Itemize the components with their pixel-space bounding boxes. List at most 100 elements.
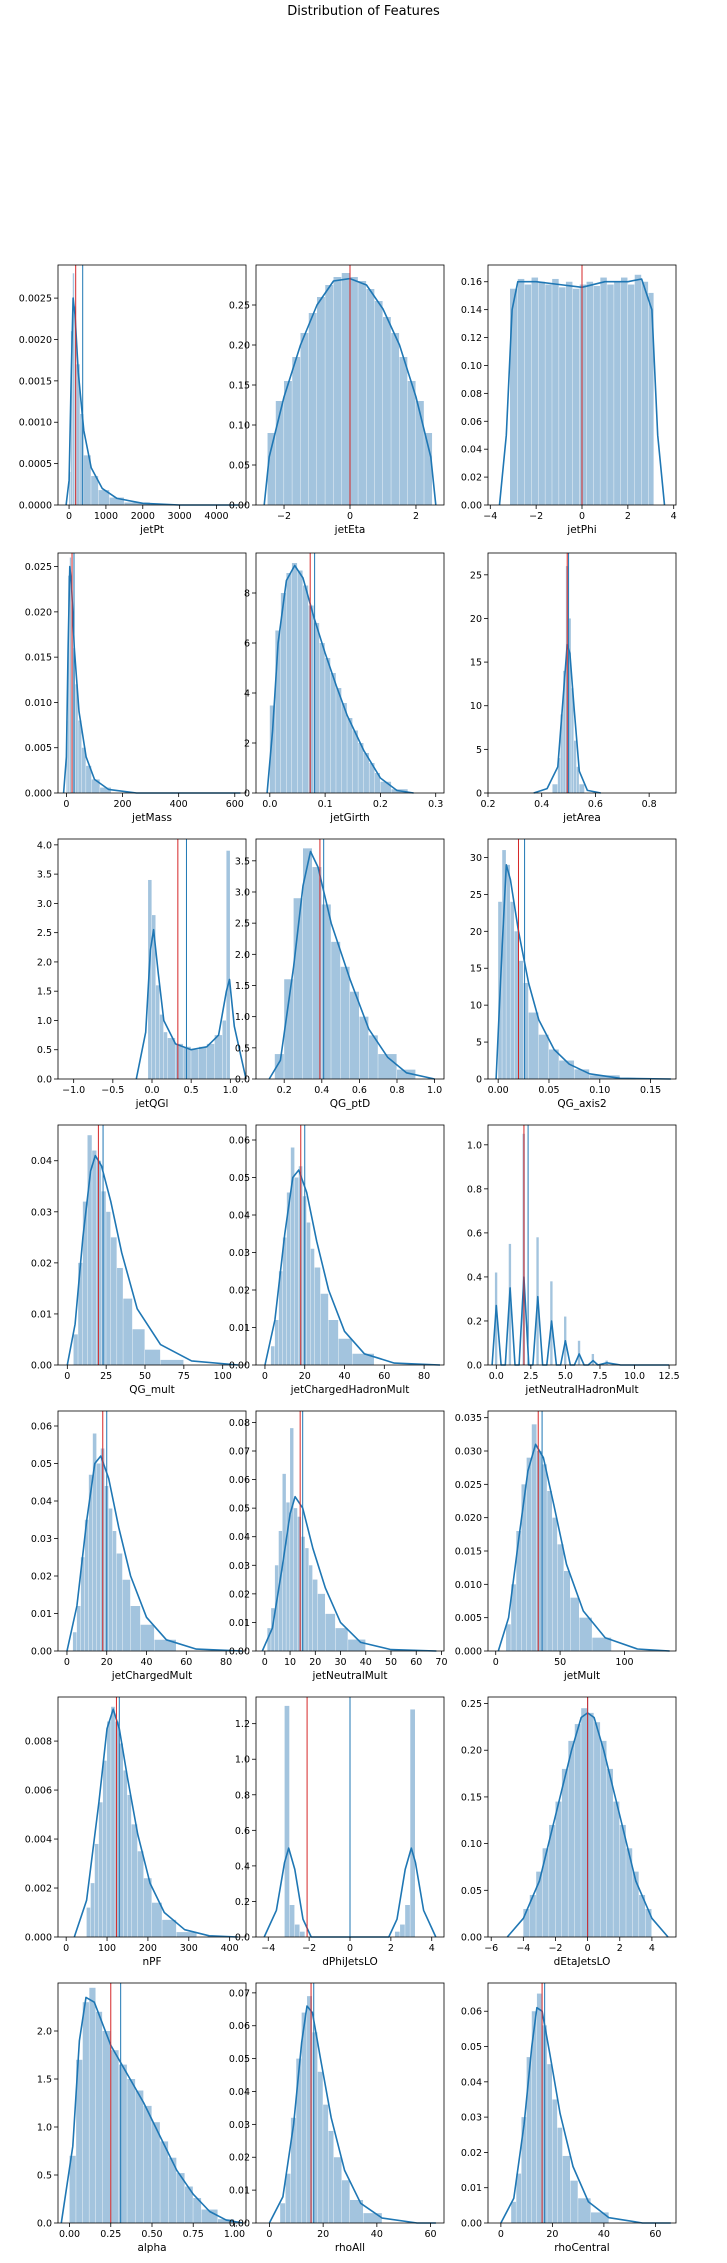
hist-bar xyxy=(124,502,150,505)
hist-bar xyxy=(536,1451,542,1651)
hist-bar xyxy=(600,1740,607,1937)
y-tick-label: 3.0 xyxy=(37,899,52,910)
kde-line xyxy=(495,863,671,1080)
hist-bar xyxy=(137,1851,144,1937)
hist-bar xyxy=(321,904,331,1079)
hist-bar xyxy=(415,401,424,505)
hist-bar xyxy=(68,575,70,793)
axes-frame xyxy=(255,1982,445,2224)
hist-bar xyxy=(163,1032,168,1079)
y-tick-label: 8 xyxy=(244,589,250,600)
hist-bar xyxy=(72,1632,77,1651)
y-tick-label: 0.0020 xyxy=(19,335,52,346)
kde-line xyxy=(268,2005,436,2224)
y-tick-label: 0.000 xyxy=(25,789,52,800)
subplot-jetNeutralMult: 0 10 20 30 40 50 60 70 0.00 0.01 0.02 0.03 0.04 0.05 0… xyxy=(201,1410,449,1691)
hist-bar xyxy=(112,1531,117,1651)
subplot-jetArea: 0.2 0.4 0.6 0.8 0 5 10 15 20 25 jetArea xyxy=(433,552,681,833)
x-tick-label: 0.50 xyxy=(141,2229,162,2240)
x-tick-label: 0 xyxy=(64,1657,70,1668)
hist-bar xyxy=(545,284,552,505)
x-tick-label: 0.4 xyxy=(314,1085,329,1096)
y-tick-label: 0.6 xyxy=(235,1826,250,1837)
x-tick-label: 1.0 xyxy=(223,1085,238,1096)
hist-bar xyxy=(536,1993,542,2223)
x-tick-label: 4 xyxy=(671,511,677,522)
hist-bar xyxy=(620,277,628,505)
hist-bar xyxy=(369,763,375,793)
x-tick-label: 0.8 xyxy=(389,1085,404,1096)
hist-bar xyxy=(76,2059,83,2223)
hist-bar xyxy=(290,1147,295,1365)
hist-bar xyxy=(526,1457,532,1651)
y-tick-label: 3.5 xyxy=(37,870,52,881)
y-tick-label: 0.04 xyxy=(229,2087,250,2098)
hist-bar xyxy=(214,1035,223,1079)
x-tick-label: 4 xyxy=(649,1943,655,1954)
y-tick-label: 20 xyxy=(470,614,482,625)
hist-bar xyxy=(358,743,364,793)
x-tick-label: 0.4 xyxy=(534,799,549,810)
hist-bar xyxy=(69,557,72,793)
x-tick-label: 200 xyxy=(139,1943,157,1954)
axes-frame xyxy=(255,552,445,794)
y-tick-label: 0.020 xyxy=(455,1513,482,1524)
y-tick-label: 1.5 xyxy=(37,987,52,998)
x-axis-label: jetChargedHadronMult xyxy=(290,1384,410,1396)
hist-bar xyxy=(308,1565,313,1651)
y-tick-label: 0.0 xyxy=(235,1933,250,1944)
y-tick-label: 0.04 xyxy=(229,1211,250,1222)
y-tick-label: 0.005 xyxy=(455,1613,482,1624)
x-tick-label: 0.6 xyxy=(352,1085,367,1096)
x-tick-label: 1.0 xyxy=(427,1085,442,1096)
hist-bar xyxy=(331,941,341,1079)
x-tick-label: 0.25 xyxy=(100,2229,121,2240)
x-axis-label: nPF xyxy=(142,1956,162,1968)
axes-frame xyxy=(255,1124,445,1366)
y-tick-label: 20 xyxy=(470,927,482,938)
hist-bar xyxy=(84,1519,89,1651)
subplot-jetQGl: −1.0 −0.5 0.0 0.5 1.0 0.0 0.5 1.0 1.5 2.0 2.5 3.0 3.… xyxy=(3,838,251,1119)
y-tick-label: 10 xyxy=(470,701,482,712)
hist-bar xyxy=(641,281,649,505)
y-tick-label: 0.06 xyxy=(31,1422,52,1433)
hist-bar xyxy=(284,381,292,505)
x-tick-label: 0 xyxy=(498,2229,504,2240)
x-tick-label: 0.0 xyxy=(489,1371,504,1382)
x-axis-label: QG_ptD xyxy=(329,1098,371,1110)
hist-bar xyxy=(538,281,545,505)
y-tick-label: 0.00 xyxy=(229,1361,250,1372)
y-tick-label: 0.005 xyxy=(25,743,52,754)
y-tick-label: 0.0 xyxy=(235,1075,250,1086)
hist-bar xyxy=(127,2079,136,2223)
hist-bar xyxy=(528,1012,539,1079)
subplot-svg: −4 −2 0 2 4 0.00 0.02 0.04 0.06 0.08 0.10 0.12 0.14 0… xyxy=(461,264,677,522)
x-tick-label: 0.2 xyxy=(373,799,388,810)
y-tick-label: 0 xyxy=(476,1075,482,1086)
y-tick-label: 0.4 xyxy=(235,1861,250,1872)
hist-bar xyxy=(627,284,635,505)
x-tick-label: 0.2 xyxy=(480,799,495,810)
y-tick-label: 0.04 xyxy=(229,1532,250,1543)
x-tick-label: 4 xyxy=(429,1943,435,1954)
y-tick-label: 0.0005 xyxy=(19,459,52,470)
kde-line xyxy=(268,850,435,1080)
y-tick-label: 6 xyxy=(244,639,250,650)
hist-bar xyxy=(568,618,571,793)
y-tick-label: 0.03 xyxy=(229,1561,250,1572)
y-tick-label: 0.01 xyxy=(229,2186,250,2197)
y-tick-label: 0.8 xyxy=(467,1184,482,1195)
hist-bar xyxy=(80,1557,85,1651)
subplot-jetChargedMult: 0 20 40 60 80 0.00 0.01 0.02 0.03 0.04 0.05 0.06 jet… xyxy=(3,1410,251,1691)
hist-bar xyxy=(557,2127,563,2223)
hist-bar xyxy=(350,991,359,1079)
hist-bar xyxy=(282,1473,286,1651)
hist-bar xyxy=(579,284,587,505)
hist-bar xyxy=(75,684,78,793)
hist-bar xyxy=(579,1617,592,1651)
y-tick-label: 0.4 xyxy=(467,1272,482,1283)
y-tick-label: 0.000 xyxy=(455,1647,482,1658)
hist-bar xyxy=(368,1035,378,1079)
hist-bar xyxy=(639,1894,646,1937)
x-axis-label: jetChargedMult xyxy=(111,1670,193,1682)
